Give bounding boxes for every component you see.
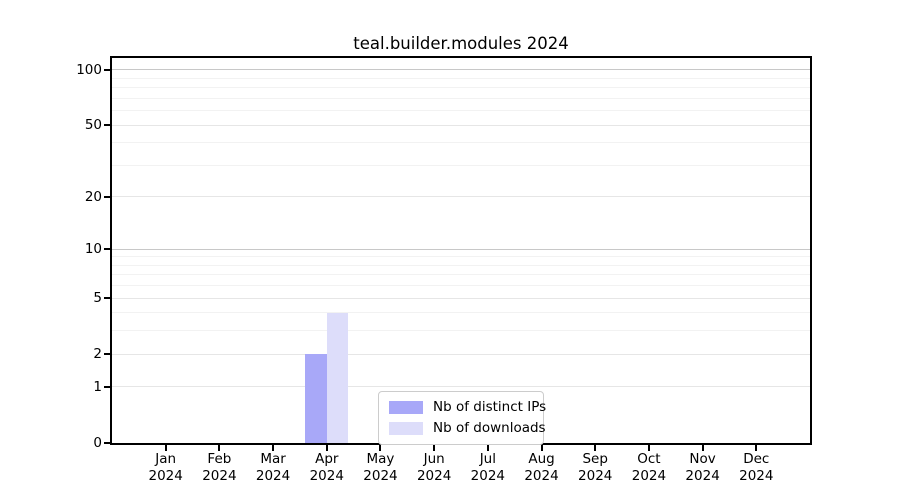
x-tick-label: Jan 2024	[148, 451, 183, 484]
x-tick-label: Oct 2024	[631, 451, 667, 484]
plot-area	[110, 56, 812, 445]
y-tick-label: 2	[93, 346, 102, 363]
x-tick-mark	[540, 445, 543, 451]
y-gridline-major	[112, 124, 810, 126]
legend-item-distinct-ips: Nb of distinct IPs	[389, 400, 546, 415]
x-tick-mark	[701, 445, 704, 451]
y-tick-mark	[104, 195, 111, 198]
y-gridline-major	[112, 386, 810, 388]
y-tick-label: 1	[93, 378, 102, 395]
y-tick-label: 100	[76, 61, 102, 78]
legend-item-downloads: Nb of downloads	[389, 421, 546, 436]
y-gridline-minor	[112, 312, 810, 314]
x-tick-label: May 2024	[363, 451, 398, 484]
y-gridline-major	[112, 297, 810, 299]
y-gridline-major	[112, 196, 810, 198]
y-gridline-minor	[112, 330, 810, 332]
x-tick-mark	[164, 445, 167, 451]
y-gridline-major	[112, 69, 810, 71]
y-gridline-minor	[112, 264, 810, 266]
x-tick-label: Feb 2024	[202, 451, 237, 484]
y-tick-label: 10	[84, 241, 102, 258]
bar-downloads	[326, 312, 349, 443]
y-tick-label: 0	[93, 435, 102, 451]
y-gridline-minor	[112, 142, 810, 144]
legend-swatch-distinct-ips	[389, 401, 423, 414]
y-tick-label: 5	[93, 290, 102, 307]
y-gridline-minor	[112, 256, 810, 258]
y-tick-label: 20	[84, 188, 102, 205]
x-tick-label: Dec 2024	[739, 451, 774, 484]
legend-swatch-downloads	[389, 422, 423, 435]
x-tick-mark	[433, 445, 436, 451]
y-gridline-minor	[112, 164, 810, 166]
legend: Nb of distinct IPs Nb of downloads	[378, 391, 546, 445]
y-tick-mark	[104, 124, 111, 127]
x-tick-label: Apr 2024	[309, 451, 344, 484]
plot-canvas	[112, 58, 810, 443]
legend-label-downloads: Nb of downloads	[433, 420, 546, 436]
chart-title: teal.builder.modules 2024	[353, 34, 569, 53]
x-tick-label: Aug 2024	[524, 451, 559, 484]
y-tick-mark	[104, 68, 111, 71]
legend-label-distinct-ips: Nb of distinct IPs	[433, 399, 547, 415]
x-tick-mark	[594, 445, 597, 451]
x-tick-mark	[272, 445, 275, 451]
x-tick-label: Jun 2024	[416, 451, 452, 484]
y-tick-mark	[104, 297, 111, 300]
x-tick-label: Sep 2024	[578, 451, 613, 484]
bar-distinct-ips	[305, 354, 327, 443]
y-gridline-major	[112, 248, 810, 250]
y-gridline-minor	[112, 274, 810, 276]
y-gridline-minor	[112, 110, 810, 112]
x-tick-label: Jul 2024	[470, 451, 506, 484]
x-tick-mark	[325, 445, 328, 451]
y-gridline-minor	[112, 77, 810, 79]
y-tick-mark	[104, 248, 111, 251]
y-tick-mark	[104, 442, 111, 444]
x-tick-mark	[486, 445, 489, 451]
x-tick-label: Mar 2024	[255, 451, 291, 484]
y-tick-mark	[104, 385, 111, 388]
x-tick-mark	[755, 445, 758, 451]
y-gridline-minor	[112, 285, 810, 287]
y-gridline-minor	[112, 87, 810, 89]
x-tick-mark	[647, 445, 650, 451]
y-tick-label: 50	[84, 117, 102, 134]
y-gridline-major	[112, 353, 810, 355]
x-tick-mark	[218, 445, 221, 451]
y-tick-mark	[104, 353, 111, 356]
y-gridline-minor	[112, 97, 810, 99]
x-tick-mark	[379, 445, 382, 451]
x-tick-label: Nov 2024	[685, 451, 720, 484]
